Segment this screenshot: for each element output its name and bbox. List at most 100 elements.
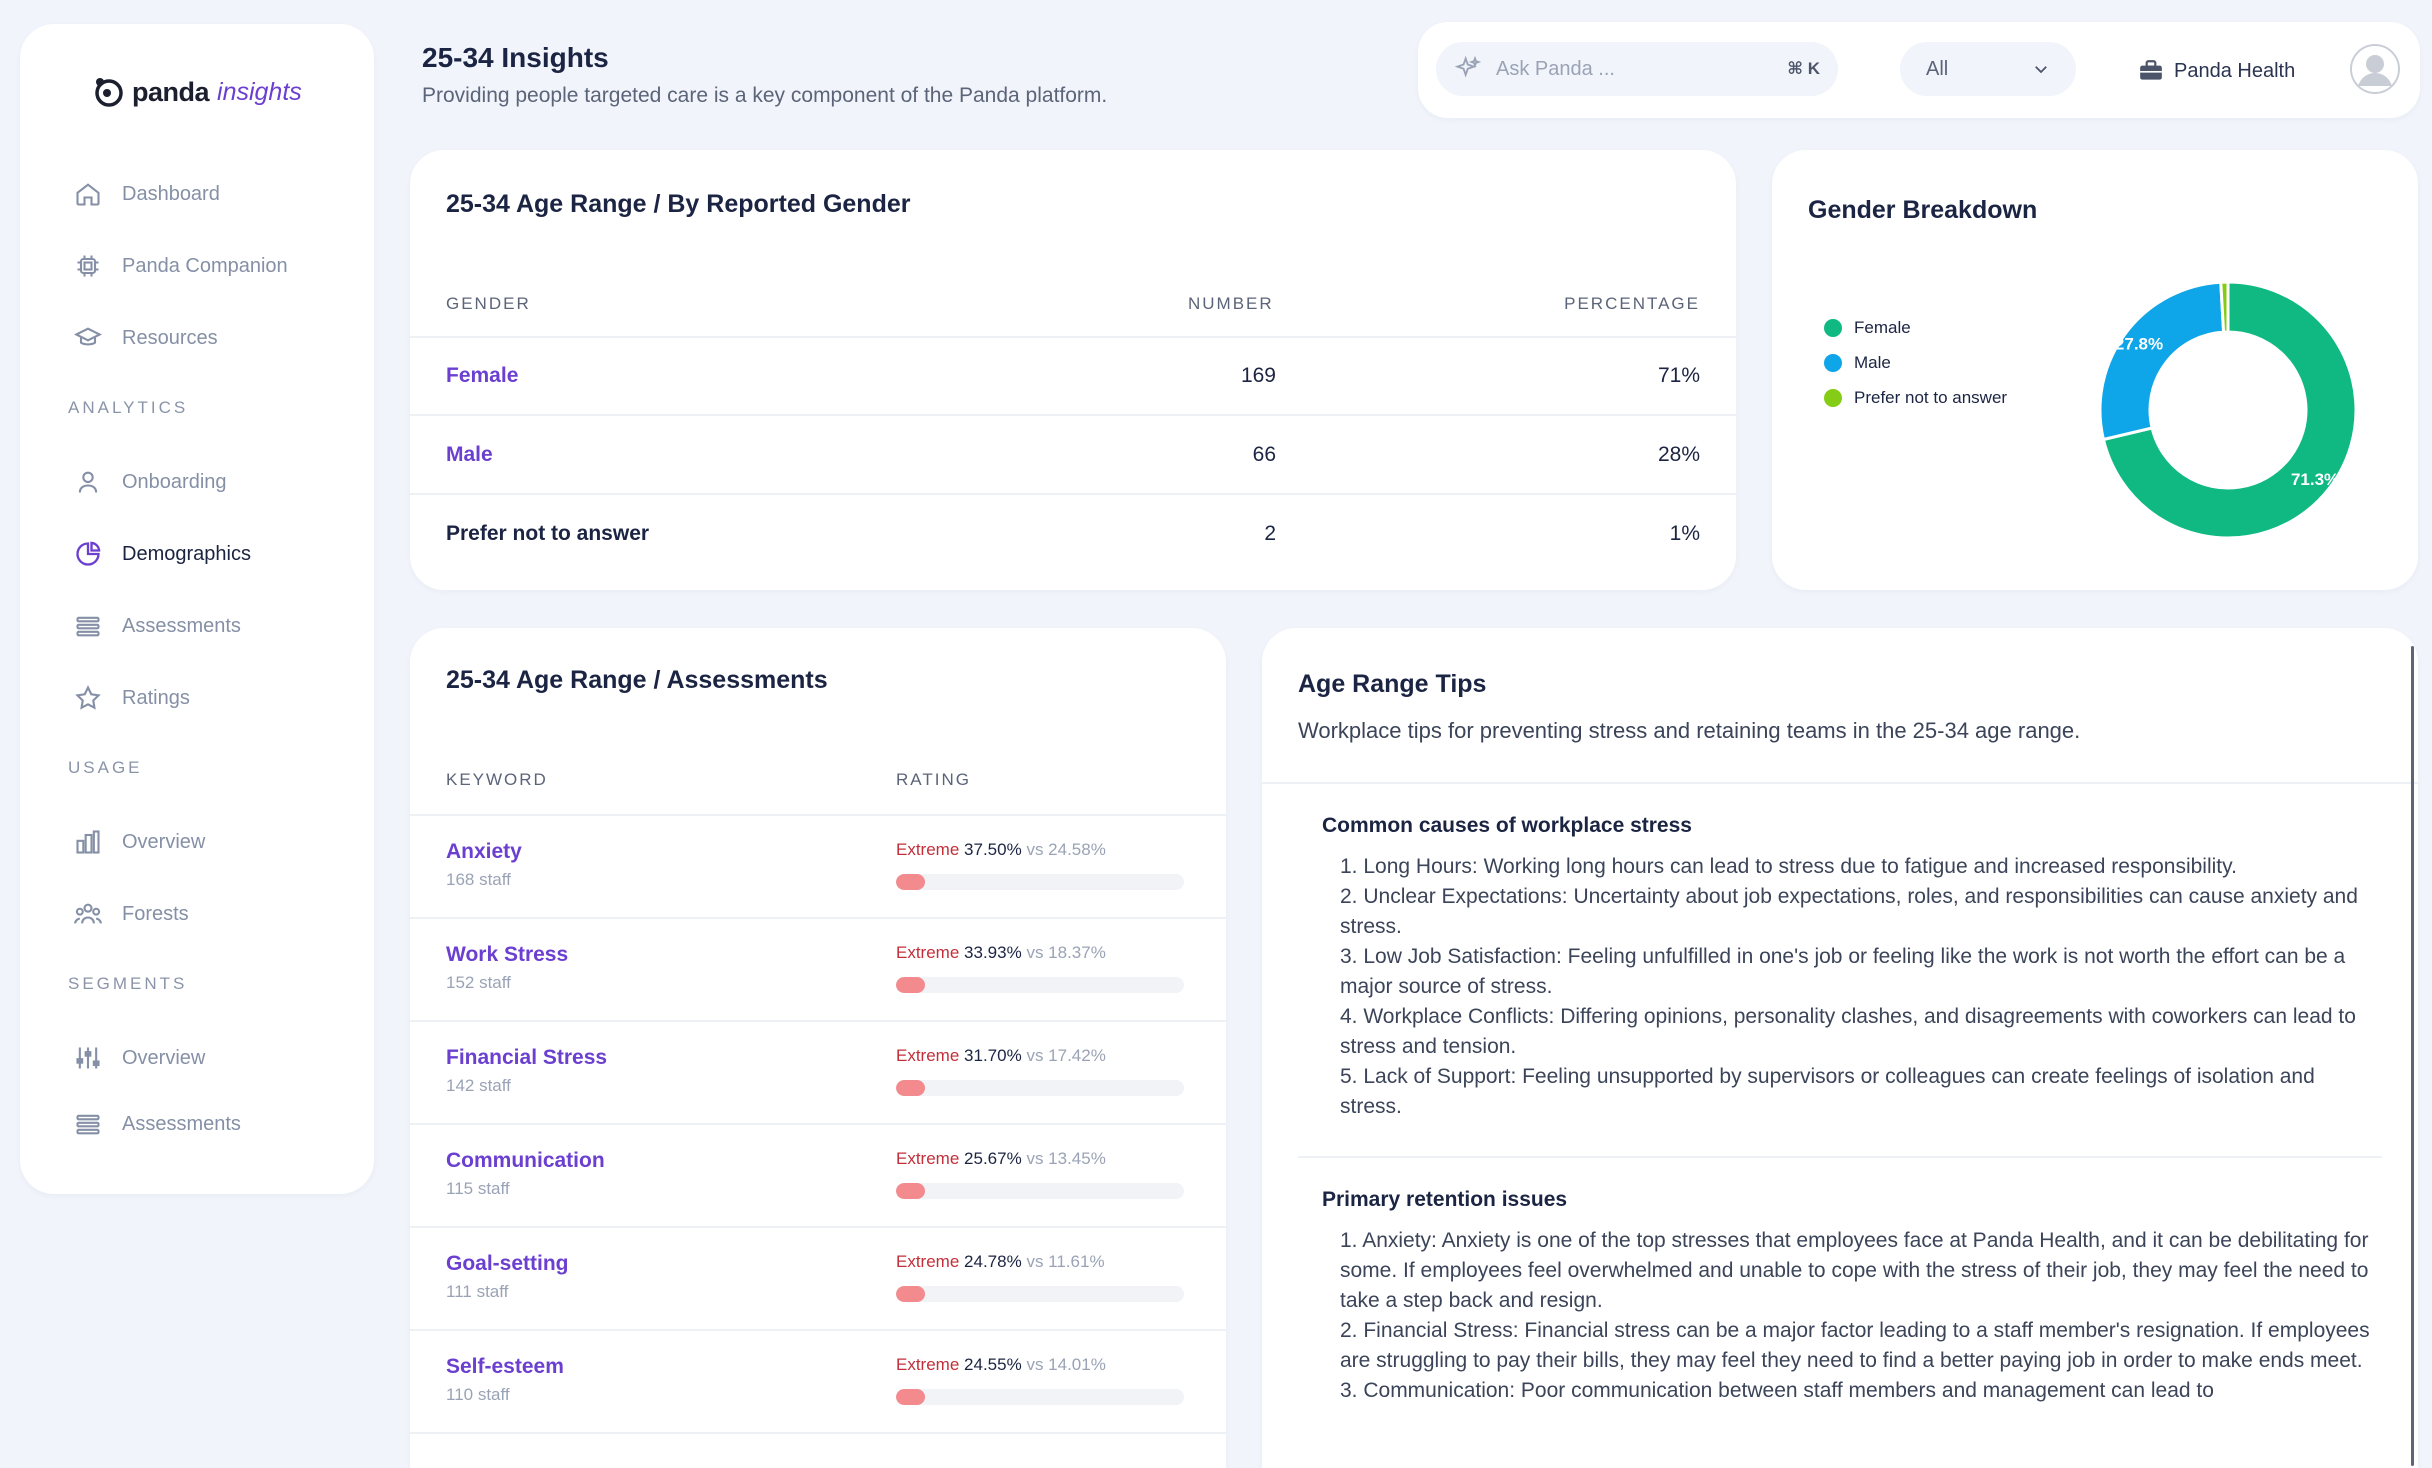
slice-data-label: 27.8% [2115,335,2163,354]
slice-male[interactable] [2098,280,2226,442]
logo-panda-text: panda [132,76,210,107]
org-switcher[interactable]: Panda Health [2138,58,2295,84]
divider [410,1020,1226,1022]
search-input[interactable]: Ask Panda ... ⌘ K [1436,42,1838,96]
keyword-name[interactable]: Work Stress [446,943,569,966]
legend-item[interactable]: Prefer not to answer [1824,380,2007,415]
logo[interactable]: panda insights [94,76,302,108]
sidebar-item-label: Resources [122,326,218,349]
legend-item[interactable]: Male [1824,345,2007,380]
slice-prefer-not[interactable] [2219,280,2230,334]
page-title: 25-34 Insights [422,42,609,73]
gender-name[interactable]: Female [446,364,519,387]
keyword-name[interactable]: Self-esteem [446,1355,564,1378]
keyword-name[interactable]: Goal-setting [446,1252,569,1275]
rating-bar-fill [896,1080,925,1096]
rating-value: 33.93% [964,943,1022,962]
rating-level: Extreme [896,1252,960,1271]
legend-item[interactable]: Female [1824,310,2007,345]
tips-section-heading: Common causes of workplace stress [1322,814,1692,837]
keyword-name[interactable]: Anxiety [446,840,522,863]
divider [410,336,1736,338]
gender-percentage: 71% [1657,364,1700,387]
sidebar: panda insights Dashboard Panda Companion… [20,24,374,1194]
gender-name[interactable]: Male [446,443,493,466]
keyword-staff-count: 168 staff [446,870,511,889]
rating-bar [896,1183,1184,1199]
sidebar-item-forests[interactable]: Forests [74,894,189,934]
tips-list: 1. Long Hours: Working long hours can le… [1322,852,2372,1122]
rating-level: Extreme [896,840,960,859]
rating-comparison: vs 24.58% [1026,840,1106,859]
gender-number: 2 [1264,522,1276,545]
keyword-name[interactable]: Communication [446,1149,605,1172]
assessments-card: 25-34 Age Range / Assessments KEYWORD RA… [410,628,1226,1468]
gender-percentage: 28% [1657,443,1700,466]
rating-bar [896,1080,1184,1096]
legend-label: Male [1854,352,1891,372]
column-header-gender: GENDER [446,294,531,313]
tips-item: 5. Lack of Support: Feeling unsupported … [1340,1065,2315,1118]
gender-number: 169 [1240,364,1276,387]
sidebar-item-panda-companion[interactable]: Panda Companion [74,246,288,286]
home-icon [76,183,100,206]
sidebar-item-label: Panda Companion [122,254,288,277]
sidebar-item-assessments[interactable]: Assessments [74,606,241,646]
user-icon [78,471,98,493]
keyword-staff-count: 111 staff [446,1282,509,1301]
pie-chart-icon [76,541,101,566]
rating-bar [896,1389,1184,1405]
keyword-staff-count: 110 staff [446,1385,510,1404]
rating-bar-fill [896,874,925,890]
divider [410,493,1736,495]
gender-table-title: 25-34 Age Range / By Reported Gender [446,190,911,218]
divider [410,414,1736,416]
keyword-name[interactable]: Financial Stress [446,1046,608,1069]
column-header-number: NUMBER [1188,294,1274,313]
tips-section-retention: Primary retention issues 1. Anxiety: Anx… [1322,1188,2372,1406]
sidebar-item-resources[interactable]: Resources [74,318,218,358]
rating-level: Extreme [896,1355,960,1374]
sliders-icon [76,1047,100,1069]
user-avatar-icon [2350,44,2400,94]
tips-list: 1. Anxiety: Anxiety is one of the top st… [1322,1226,2372,1406]
sidebar-item-label: Onboarding [122,470,227,493]
slice-data-label: 71.3% [2291,470,2339,489]
filter-select[interactable]: All [1900,42,2076,96]
rating-bar-fill [896,1183,925,1199]
tips-item: 2. Financial Stress: Financial stress ca… [1340,1319,2370,1372]
sidebar-item-segments-assessments[interactable]: Assessments [74,1104,241,1144]
sidebar-item-demographics[interactable]: Demographics [74,534,251,574]
rating-comparison: vs 14.01% [1026,1355,1106,1374]
gender-breakdown-card: Gender Breakdown Female Male Prefer not … [1772,150,2418,590]
avatar[interactable] [2350,44,2400,94]
sidebar-item-label: Overview [122,830,206,853]
rating-text: Extreme 33.93% vs 18.37% [896,943,1106,963]
sidebar-item-usage-overview[interactable]: Overview [74,822,205,862]
column-header-rating: RATING [896,770,971,789]
rating-comparison: vs 17.42% [1026,1046,1106,1065]
list-icon [76,1114,100,1135]
sidebar-item-segments-overview[interactable]: Overview [74,1038,205,1078]
rating-text: Extreme 24.78% vs 11.61% [896,1252,1105,1272]
sidebar-item-onboarding[interactable]: Onboarding [74,462,227,502]
sidebar-item-label: Assessments [122,1112,241,1135]
slice-female[interactable] [2101,280,2358,540]
tips-item: 1. Anxiety: Anxiety is one of the top st… [1340,1229,2369,1312]
keyword-staff-count: 142 staff [446,1076,511,1095]
scrollbar[interactable] [2411,646,2414,1466]
chip-icon [77,255,99,277]
divider [410,1226,1226,1228]
rating-text: Extreme 24.55% vs 14.01% [896,1355,1106,1375]
rating-comparison: vs 13.45% [1026,1149,1106,1168]
logo-insights-text: insights [217,77,302,106]
sparkle-icon [1454,55,1482,78]
sidebar-item-dashboard[interactable]: Dashboard [74,174,220,214]
rating-value: 25.67% [964,1149,1022,1168]
sidebar-item-ratings[interactable]: Ratings [74,678,190,718]
top-bar: Ask Panda ... ⌘ K All Panda Health [1418,22,2420,118]
divider [410,1123,1226,1125]
divider [410,917,1226,919]
rating-value: 24.55% [964,1355,1022,1374]
tips-item: 3. Communication: Poor communication bet… [1340,1379,2214,1402]
